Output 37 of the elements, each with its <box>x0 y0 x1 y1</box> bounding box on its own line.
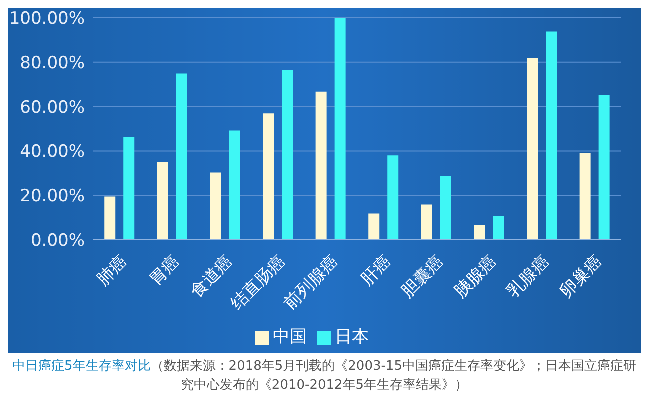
bar <box>157 162 168 240</box>
bar <box>124 137 135 240</box>
bar <box>282 70 294 240</box>
bar <box>176 74 188 240</box>
y-tick-label: 100.00% <box>9 9 85 30</box>
x-tick-label: 乳腺癌 <box>504 252 554 302</box>
y-tick-label: 20.00% <box>20 186 85 207</box>
x-tick-label: 胃癌 <box>146 252 184 290</box>
bar <box>598 95 610 240</box>
bar <box>229 130 240 240</box>
bar <box>493 216 504 240</box>
bar <box>210 172 222 240</box>
bar <box>316 92 327 240</box>
bar <box>388 156 399 240</box>
bar <box>263 114 274 240</box>
bar <box>421 204 432 240</box>
text: （数据来源：2018年5月刊载的《2003-15中国癌症生存率变化》；日本国立癌症研究中心发布的《2010-2012年5年生存率结果》） <box>150 359 636 393</box>
legend-label: 日本 <box>335 327 369 347</box>
y-tick-label: 60.00% <box>20 98 85 118</box>
bar <box>580 153 591 240</box>
y-tick-label: 0.00% <box>30 231 85 252</box>
bar <box>440 176 452 240</box>
x-tick-label: 肺癌 <box>93 252 132 290</box>
bar <box>368 214 380 240</box>
bar <box>546 32 558 240</box>
bar <box>527 58 538 240</box>
legend-label: 中国 <box>273 327 307 347</box>
text: 中日癌症5年生存率对比 <box>12 359 151 374</box>
bar <box>474 225 486 240</box>
x-tick-label: 胆囊癌 <box>398 252 448 302</box>
bar <box>104 196 116 240</box>
y-tick-label: 40.00% <box>20 142 85 162</box>
x-tick-label: 卵巢癌 <box>556 252 607 302</box>
bar <box>334 18 346 240</box>
x-tick-label: 肝癌 <box>357 252 396 290</box>
y-tick-label: 80.00% <box>20 53 85 74</box>
x-tick-label: 胰腺癌 <box>450 252 502 302</box>
